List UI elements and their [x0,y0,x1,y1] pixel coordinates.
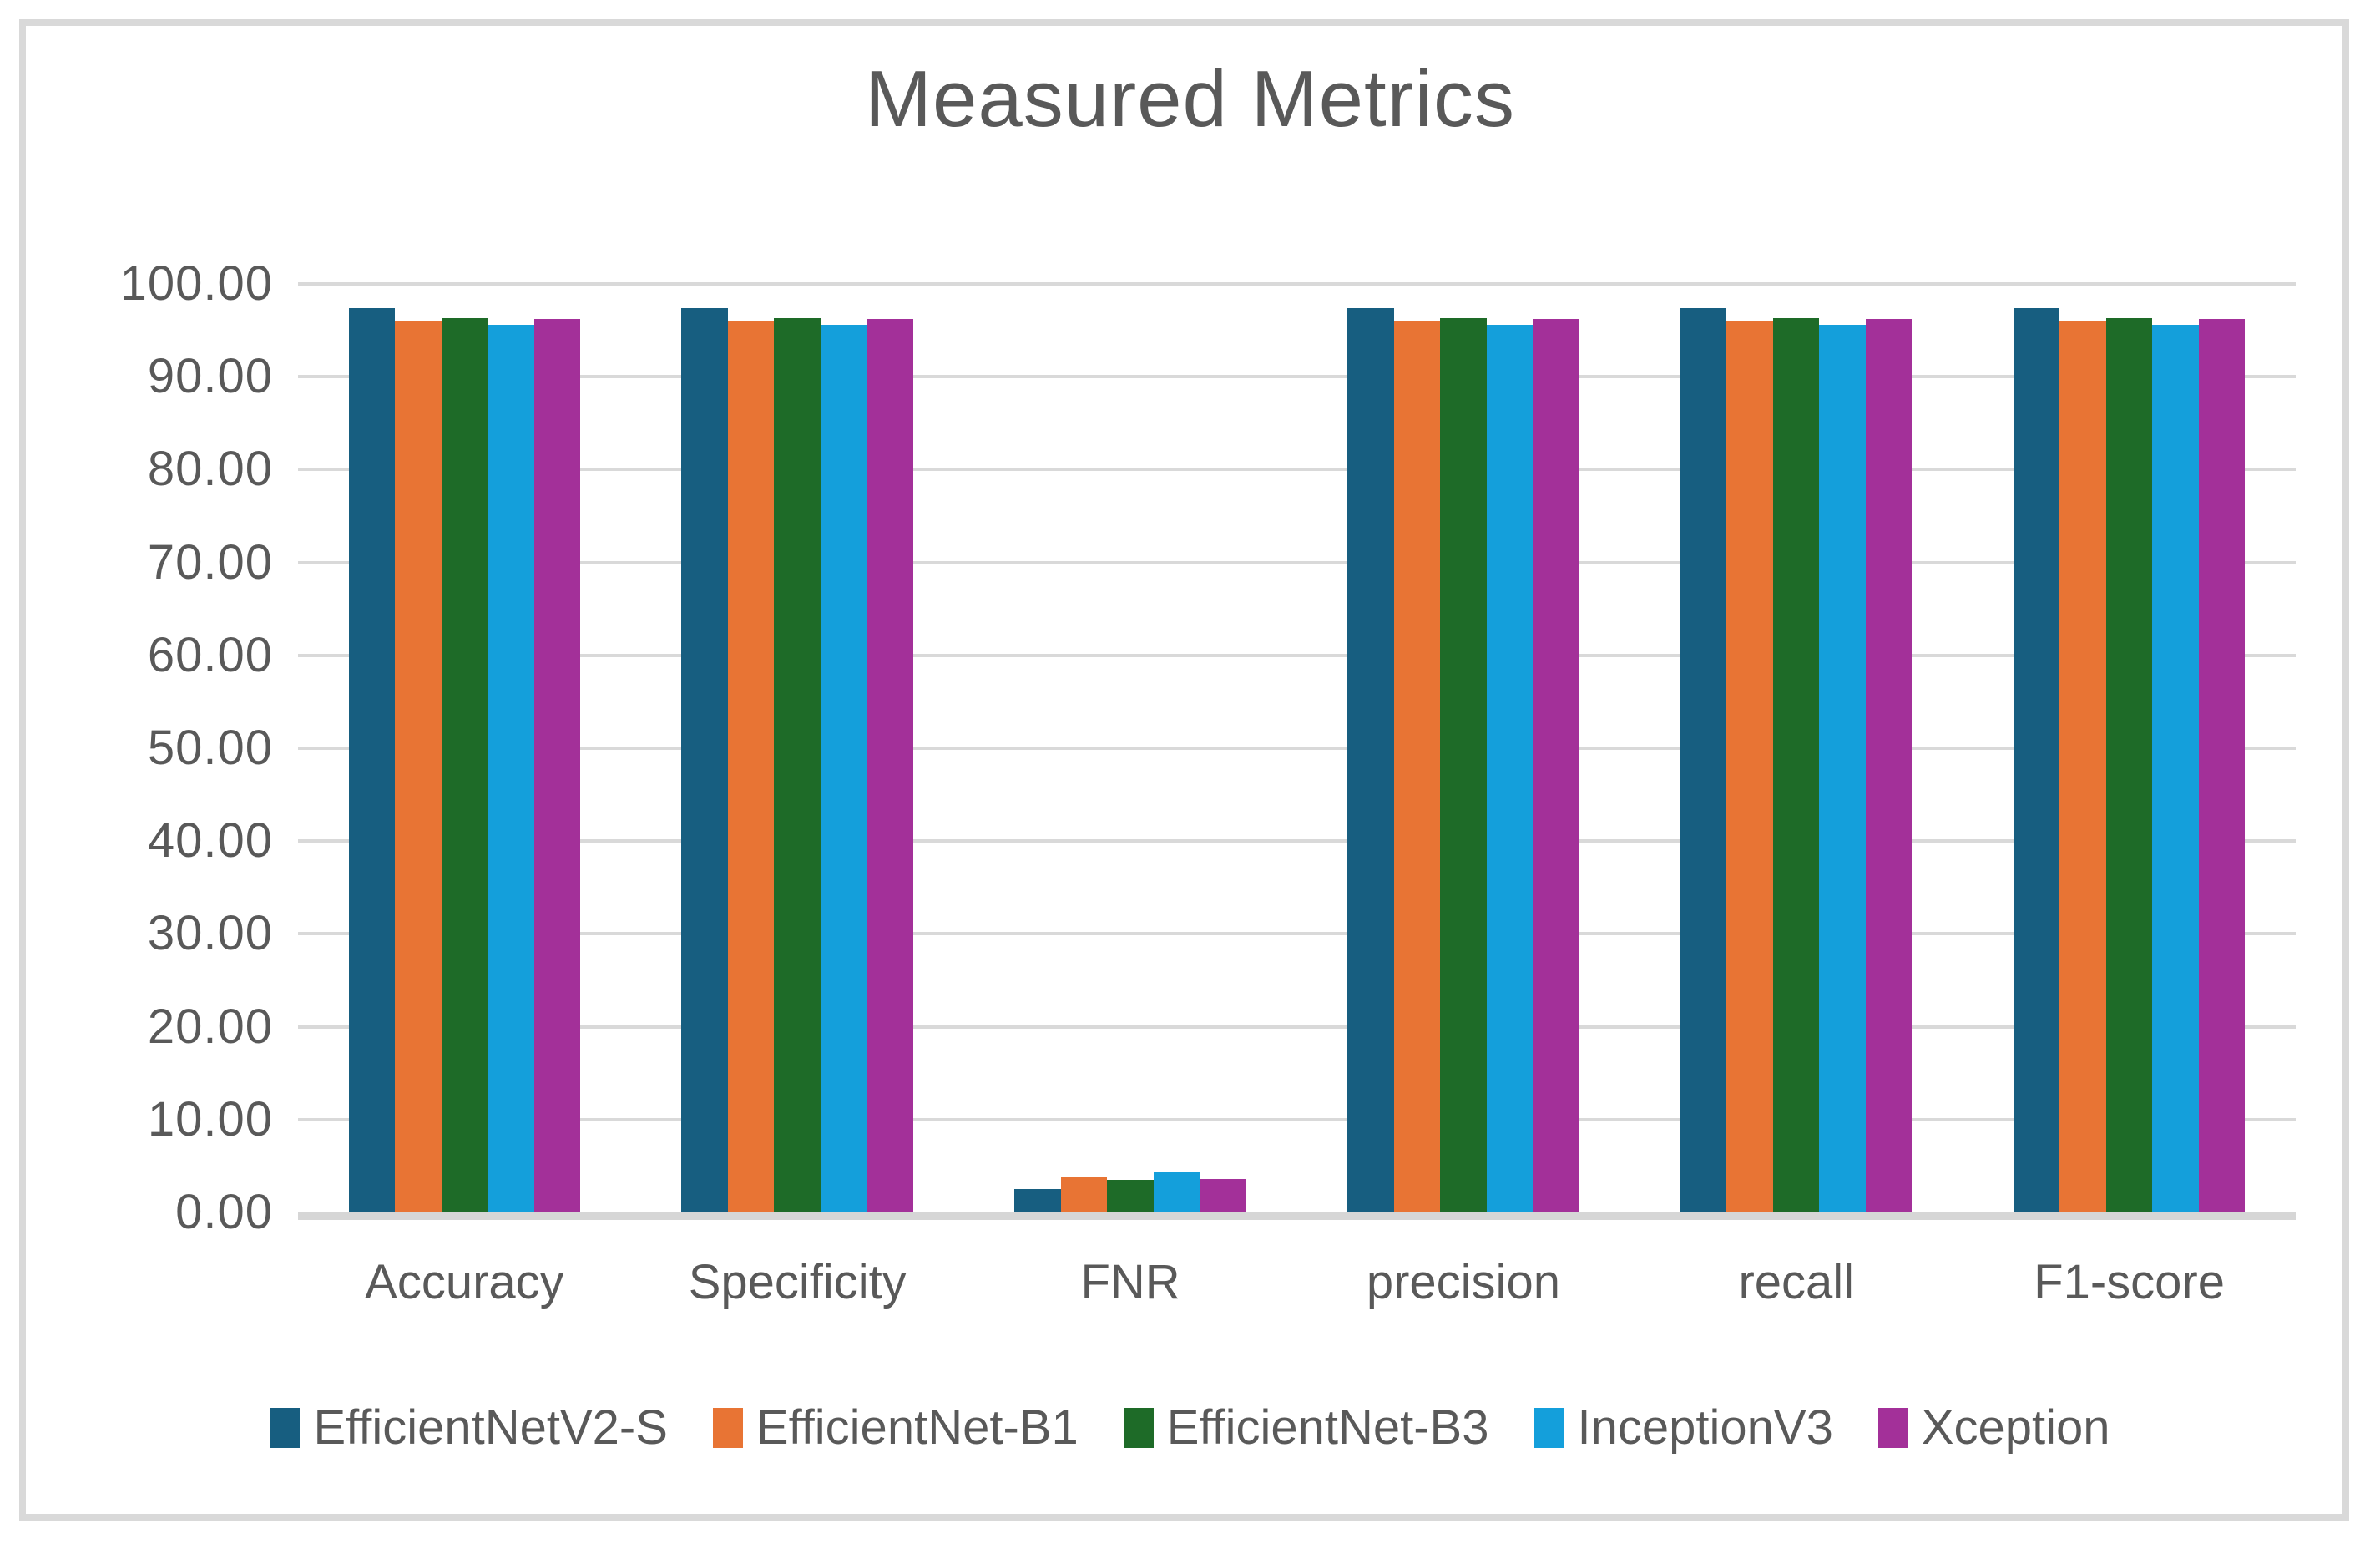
bar [820,324,867,1212]
bar [2198,319,2246,1212]
legend-label: InceptionV3 [1577,1400,1833,1455]
legend-swatch [1534,1408,1564,1448]
legend-item: EfficientNet-B3 [1123,1400,1489,1455]
bar [1680,307,1727,1212]
bar-group-f1-score [1963,284,2296,1212]
bar-group-recall [1630,284,1963,1212]
legend-item: EfficientNet-B1 [712,1400,1079,1455]
gridline [298,932,2296,936]
bar-group-accuracy [298,284,631,1212]
gridline [298,468,2296,472]
gridline [298,839,2296,843]
bar-group-precision [1297,284,1630,1212]
gridline [298,1025,2296,1029]
legend-item: EfficientNetV2-S [270,1400,668,1455]
bar [1819,324,1866,1212]
bar [2059,321,2106,1212]
bar [1865,319,1913,1212]
legend-swatch [1877,1408,1908,1448]
x-axis-category-label: F1-score [2034,1255,2225,1309]
y-axis-tick-label: 20.00 [147,999,273,1054]
bar [1060,1176,1108,1212]
y-axis-tick-label: 50.00 [147,721,273,775]
gridline [298,282,2296,286]
y-axis-tick-label: 30.00 [147,906,273,961]
bar [774,318,821,1212]
bar-group-specificity [631,284,964,1212]
bar [1440,318,1487,1212]
bar [441,318,488,1212]
legend-item: Xception [1877,1400,2110,1455]
legend-label: Xception [1921,1400,2110,1455]
y-axis-tick-label: 100.00 [119,256,273,311]
x-axis-category-label: FNR [1080,1255,1180,1309]
bar [1153,1172,1200,1212]
x-axis-category-label: Accuracy [365,1255,564,1309]
bar [867,319,913,1212]
y-axis-tick-label: 40.00 [147,813,273,868]
y-axis-tick-label: 0.00 [175,1185,273,1239]
chart-title: Measured Metrics [865,54,1515,144]
x-axis-category-label: Specificity [688,1255,907,1309]
bar [533,319,581,1212]
gridline [298,653,2296,657]
x-axis-category-label: recall [1738,1255,1855,1309]
bar [395,321,442,1212]
bar-group-fnr [964,284,1297,1212]
plot-area: 100.00 90.00 80.00 70.00 60.00 50.00 40.00 30.0… [120,256,2296,1239]
bar [681,307,728,1212]
bar [2152,324,2199,1212]
y-axis-tick-label: 70.00 [147,534,273,590]
bar [2013,307,2060,1212]
y-axis-tick-label: 60.00 [147,627,273,682]
y-axis-tick-label: 80.00 [147,442,273,497]
legend-swatch [712,1408,743,1448]
legend-label: EfficientNet-B3 [1166,1400,1489,1455]
legend-swatch [1123,1408,1154,1448]
bar [1393,321,1441,1212]
bar [1772,318,1820,1212]
bar [727,321,775,1212]
bar [1533,319,1579,1212]
bar [1726,321,1773,1212]
bar [1200,1178,1246,1212]
bar [1107,1180,1154,1212]
bar [1347,307,1394,1212]
gridline [298,375,2296,379]
legend-item: InceptionV3 [1534,1400,1833,1455]
y-axis-tick-label: 10.00 [147,1091,273,1147]
gridline [298,560,2296,564]
bar [488,324,534,1212]
bar [1486,324,1534,1212]
legend-label: EfficientNet-B1 [755,1400,1079,1455]
legend-swatch [270,1408,301,1448]
bar [348,307,396,1212]
legend-label: EfficientNetV2-S [313,1400,668,1455]
x-axis-line [298,1212,2296,1220]
bar [1014,1189,1061,1212]
gridline [298,1117,2296,1121]
x-axis-category-label: precision [1366,1255,1560,1309]
gridline [298,747,2296,750]
legend: EfficientNetV2-S EfficientNet-B1 Efficient… [26,1401,2354,1455]
bar [2105,318,2153,1212]
y-axis-tick-label: 90.00 [147,349,273,404]
